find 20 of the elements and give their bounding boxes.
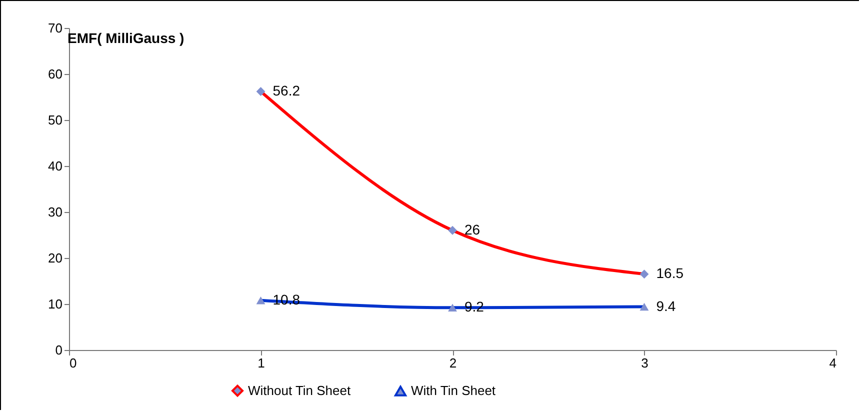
data-label: 9.4 [656,298,676,314]
legend-label: With Tin Sheet [411,383,496,398]
y-tick-label: 20 [48,250,62,266]
y-tick-label: 70 [48,20,62,36]
data-label: 16.5 [656,265,684,282]
y-tick-label: 40 [48,158,62,174]
data-label: 56.2 [272,82,300,98]
y-tick-label: 10 [48,296,62,312]
x-tick-label: 1 [258,356,265,370]
x-tick-label: 2 [449,356,457,370]
x-tick-label: 4 [829,356,836,370]
x-tick-label: 3 [641,356,648,370]
y-tick-label: 0 [55,342,62,358]
y-tick-label: 30 [48,204,62,220]
data-label: 26 [464,221,480,238]
y-tick-label: 50 [48,112,62,128]
legend-label: Without Tin Sheet [248,382,351,398]
chart-title: EMF( MilliGauss ) [68,30,184,46]
x-tick-label: 0 [70,356,77,370]
y-tick-label: 60 [48,66,62,82]
